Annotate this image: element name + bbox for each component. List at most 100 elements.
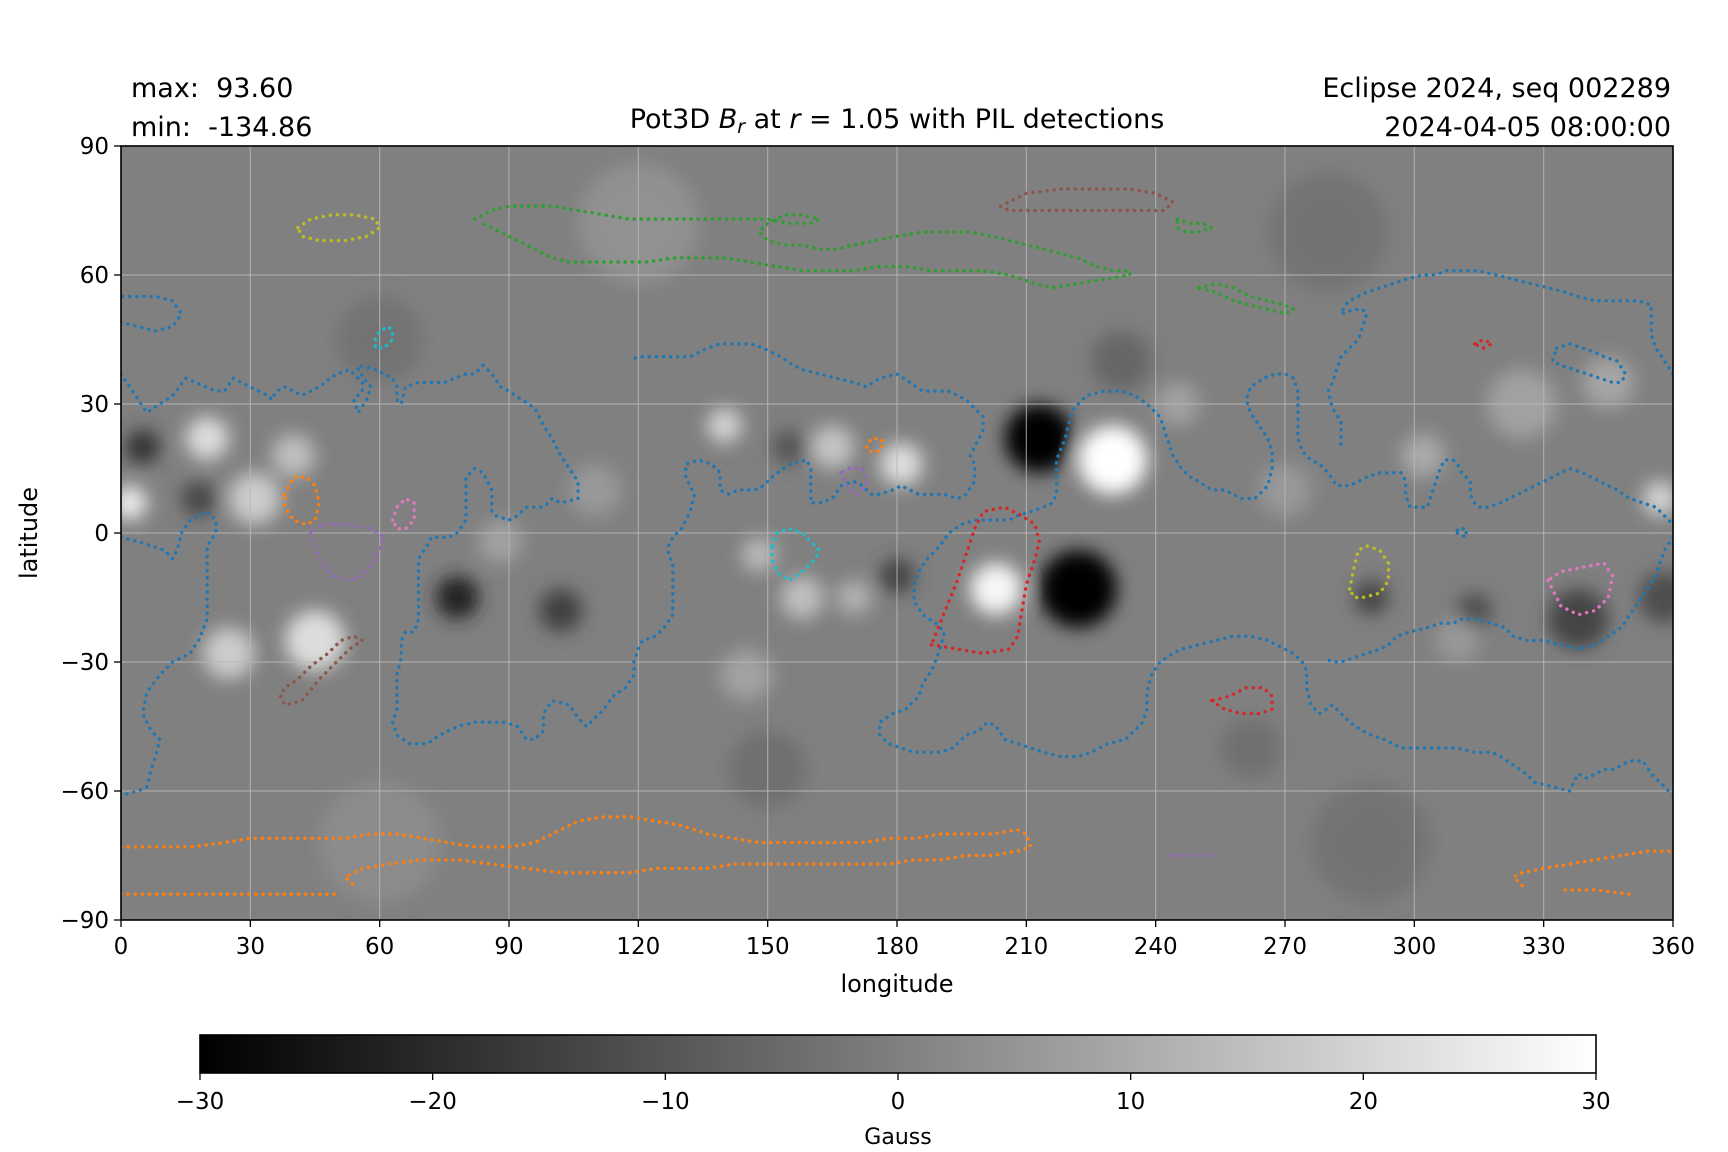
field-blob-23 (1353, 580, 1389, 615)
x-tick-label: 270 (1263, 934, 1307, 960)
field-blob-43 (478, 520, 522, 564)
pil-contour-16 (770, 527, 822, 582)
pil-contour-11 (998, 187, 1175, 213)
field-blob-42 (569, 464, 622, 516)
x-tick-label: 0 (114, 934, 129, 960)
chart-title: Pot3D Br at r = 1.05 with PIL detections (630, 104, 1165, 138)
colorbar-tick-label: 30 (1581, 1089, 1610, 1115)
pil-contour-27 (1546, 561, 1615, 617)
colorbar-tick-label: 0 (891, 1089, 906, 1115)
y-tick-label: −60 (60, 779, 109, 805)
field-blob-41 (1091, 330, 1152, 392)
pil-contour-19 (121, 815, 1033, 888)
x-tick-label: 90 (494, 934, 523, 960)
pil-contour-4 (1326, 269, 1673, 449)
pil-contour-0 (121, 342, 985, 746)
pil-contour-28 (929, 505, 1041, 656)
field-blob-11 (435, 576, 479, 619)
y-tick-label: −30 (60, 650, 109, 676)
title-symbol: B (719, 104, 738, 135)
field-blob-9 (202, 627, 255, 680)
field-blob-24 (1401, 434, 1445, 478)
field-blob-0 (1039, 550, 1117, 628)
x-axis-label: longitude (840, 970, 953, 998)
colorbar-tick-label: −20 (408, 1089, 457, 1115)
y-axis-label: latitude (15, 487, 43, 579)
pil-contour-13 (296, 213, 382, 243)
pil-contours (121, 187, 1673, 896)
pil-contour-24 (839, 466, 869, 496)
colorbar-tick-label: 10 (1116, 1089, 1145, 1115)
colorbar-tick-label: 20 (1349, 1089, 1378, 1115)
pil-contour-14 (1348, 544, 1391, 600)
field-blob-16 (810, 425, 854, 469)
x-tick-label: 240 (1134, 934, 1178, 960)
field-blob-2 (1078, 425, 1148, 495)
field-blob-6 (185, 416, 229, 460)
pil-contour-26 (390, 496, 416, 531)
x-tick-label: 300 (1392, 934, 1436, 960)
field-blob-31 (1435, 619, 1479, 662)
field-blob-7 (228, 472, 281, 525)
field-blob-27 (1547, 588, 1609, 650)
colorbar-tick-label: −10 (641, 1089, 690, 1115)
title-var: r (789, 104, 802, 135)
pil-contour-18 (865, 436, 886, 453)
info-line-2: 2024-04-05 08:00:00 (1384, 112, 1671, 143)
field-blob-12 (539, 588, 583, 632)
title-pre: Pot3D (630, 104, 719, 135)
field-blob-17 (780, 576, 824, 619)
field-blob-13 (125, 429, 160, 465)
colorbar: −30 −20 −10 0 10 20 30 Gauss (176, 1034, 1611, 1150)
x-axis: 0 30 60 90 120 150 180 210 240 270 300 330 360 (114, 920, 1695, 960)
field-blob-29 (1457, 593, 1492, 628)
field-blob-26 (1582, 356, 1635, 409)
pil-contour-10 (1175, 217, 1214, 234)
pil-contour-6 (1550, 342, 1628, 385)
field-blob-20 (720, 649, 772, 701)
x-tick-label: 30 (236, 934, 265, 960)
grid-lines (121, 146, 1673, 920)
field-blob-14 (181, 481, 216, 516)
y-tick-label: −90 (60, 908, 109, 934)
min-stat: min: -134.86 (131, 112, 312, 143)
field-blob-8 (284, 610, 346, 671)
pil-contour-17 (283, 475, 321, 527)
pil-contour-12 (278, 634, 365, 707)
title-mid: at (745, 104, 789, 135)
field-blob-5 (121, 485, 147, 521)
title-post: = 1.05 with PIL detections (800, 104, 1164, 135)
y-axis: 90 60 30 0 −30 −60 −90 (60, 134, 121, 934)
x-tick-label: 210 (1004, 934, 1048, 960)
plot-area (120, 145, 1674, 921)
colorbar-label: Gauss (864, 1125, 931, 1150)
pil-contour-22 (1563, 888, 1632, 896)
field-blob-15 (707, 408, 742, 443)
field-blob-28 (1638, 571, 1673, 624)
field-blob-3 (970, 563, 1023, 615)
pil-contour-7 (1455, 527, 1468, 539)
colorbar-gradient (199, 1034, 1597, 1074)
field-blob-18 (836, 580, 872, 615)
pil-contour-9 (1197, 281, 1296, 316)
x-tick-label: 150 (746, 934, 790, 960)
pil-contour-3 (878, 372, 1673, 797)
max-stat: max: 93.60 (131, 73, 293, 104)
y-tick-label: 30 (80, 392, 109, 418)
field-blob-34 (1220, 717, 1281, 779)
x-tick-label: 330 (1522, 934, 1566, 960)
pil-contour-2 (121, 509, 218, 797)
colorbar-tick-label: −30 (176, 1089, 225, 1115)
y-tick-label: 60 (80, 263, 109, 289)
x-tick-label: 360 (1651, 934, 1695, 960)
field-blob-1 (1004, 404, 1074, 473)
info-line-1: Eclipse 2024, seq 002289 (1322, 73, 1671, 104)
pil-contour-30 (1473, 337, 1494, 350)
y-tick-label: 90 (80, 134, 109, 160)
field-blob-4 (879, 442, 923, 486)
pil-contour-23 (309, 522, 386, 582)
y-tick-label: 0 (94, 521, 109, 547)
x-tick-label: 120 (616, 934, 660, 960)
field-blob-21 (771, 429, 807, 465)
